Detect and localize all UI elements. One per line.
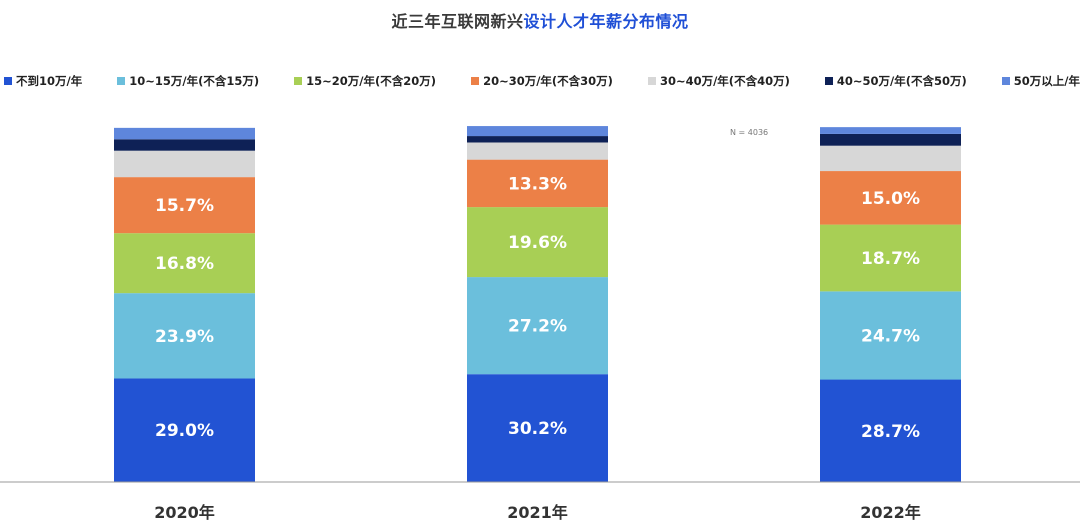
bar-segment <box>820 291 961 380</box>
data-label: 23.9% <box>155 327 214 347</box>
bar-segment <box>467 207 608 278</box>
bar-segment <box>114 177 255 234</box>
bar-segment <box>114 233 255 294</box>
data-label: 28.7% <box>861 422 920 442</box>
legend-label: 15~20万/年(不含20万) <box>306 74 437 88</box>
legend-item: 50万以上/年 <box>1001 73 1080 89</box>
data-label: 27.2% <box>508 317 567 337</box>
legend-swatch <box>1001 77 1010 85</box>
data-label: 18.7% <box>861 249 920 269</box>
data-label: 16.8% <box>155 254 214 274</box>
legend-item: 40~50万/年(不含50万) <box>824 73 967 89</box>
bar-segment <box>467 277 608 375</box>
legend-item: 15~20万/年(不含20万) <box>294 73 436 89</box>
bar-segment <box>820 127 961 134</box>
x-tick-label: 2022年 <box>860 503 921 522</box>
legend: 不到10万/年 10~15万/年(不含15万) 15~20万/年(不含20万) 20~… <box>4 73 1080 89</box>
legend-label: 不到10万/年 <box>16 74 83 88</box>
legend-swatch <box>824 77 833 85</box>
bar-segment <box>467 126 608 137</box>
chart-title-prefix: 近三年互联网新兴 <box>391 12 524 31</box>
data-label: 24.7% <box>861 326 920 346</box>
chart-title: 近三年互联网新兴设计人才年薪分布情况 <box>0 8 1080 32</box>
x-tick-label: 2020年 <box>154 503 215 522</box>
bar-segment <box>114 150 255 178</box>
data-label: 30.2% <box>508 419 567 439</box>
chart-title-highlight: 设计人才年薪分布情况 <box>523 12 689 31</box>
bar-segment <box>467 374 608 482</box>
bar-segment <box>467 142 608 160</box>
bar-segment <box>820 224 961 292</box>
legend-label: 30~40万/年(不含40万) <box>659 74 790 88</box>
bar-segment <box>467 159 608 208</box>
data-label: 29.0% <box>155 421 214 441</box>
bar-segment <box>820 145 961 172</box>
data-label: 15.7% <box>155 196 214 216</box>
legend-label: 50万以上/年 <box>1013 74 1080 88</box>
legend-swatch <box>647 77 656 85</box>
data-label: 19.6% <box>508 233 567 253</box>
data-label: 13.3% <box>508 174 567 194</box>
legend-item: 不到10万/年 <box>4 73 82 89</box>
legend-swatch <box>294 77 303 85</box>
bar-segment <box>114 139 255 151</box>
sample-size-note: N = 4036 <box>730 128 768 137</box>
legend-item: 20~30万/年(不含30万) <box>471 73 613 89</box>
data-label: 15.0% <box>861 189 920 209</box>
bar-segment <box>114 127 255 140</box>
legend-label: 10~15万/年(不含15万) <box>129 74 260 88</box>
legend-label: 20~30万/年(不含30万) <box>483 74 613 88</box>
legend-label: 40~50万/年(不含50万) <box>836 74 967 88</box>
bar-segment <box>467 136 608 143</box>
x-axis-labels: 2020年 2021年 2022年 <box>154 503 921 522</box>
bar-segment <box>820 133 961 146</box>
bars-layer: 29.0% 23.9% 16.8% 15.7% 30.2% 27.2% 19.6% 13.3%… <box>114 126 961 482</box>
bar-segment <box>114 293 255 379</box>
legend-swatch <box>117 77 126 85</box>
legend-item: 30~40万/年(不含40万) <box>647 73 790 89</box>
legend-swatch <box>471 77 480 85</box>
bar-segment <box>820 171 961 225</box>
legend-swatch <box>4 77 12 85</box>
bar-segment <box>114 378 255 482</box>
x-tick-label: 2021年 <box>507 503 568 522</box>
bar-segment <box>820 379 961 482</box>
legend-item: 10~15万/年(不含15万) <box>117 73 259 89</box>
